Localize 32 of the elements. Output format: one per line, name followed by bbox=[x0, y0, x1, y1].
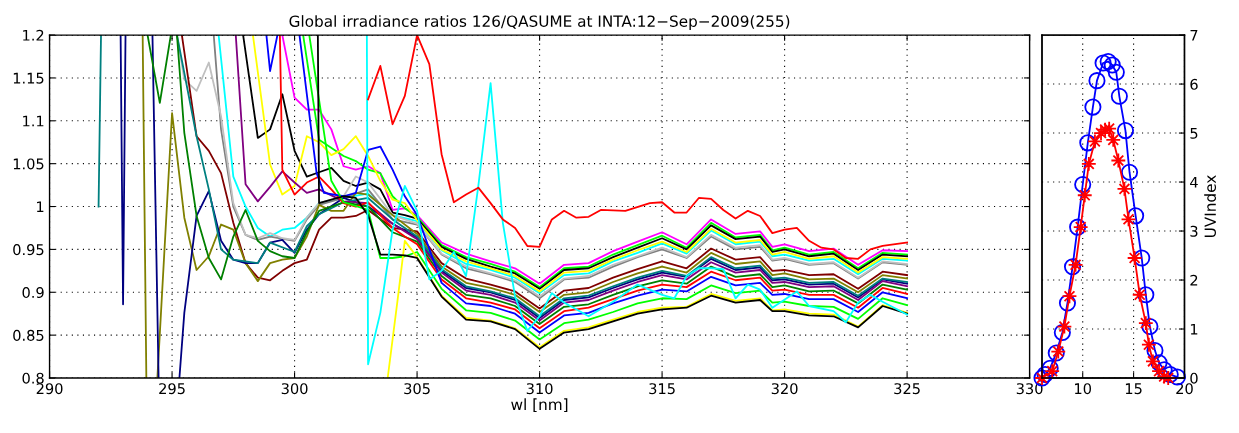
x-tick-label: 310 bbox=[526, 383, 553, 395]
y-tick-label: 0.95 bbox=[13, 244, 44, 256]
x-axis-title: wl [nm] bbox=[511, 398, 568, 412]
y-tick-label: 0.85 bbox=[13, 329, 44, 341]
y-tick-label: 0.8 bbox=[22, 372, 44, 384]
y-tick-label: 1.05 bbox=[13, 158, 44, 170]
y2-tick-label: 4 bbox=[1190, 176, 1198, 188]
y-tick-label: 1 bbox=[37, 201, 44, 213]
x-tick-label: 295 bbox=[159, 383, 185, 395]
y2-tick-label: 0 bbox=[1190, 372, 1198, 384]
x-tick-label: 330 bbox=[1016, 383, 1043, 395]
x-tick-label: 325 bbox=[894, 383, 920, 395]
x-tick-label: 320 bbox=[771, 383, 798, 395]
x-tick-label: 20 bbox=[1176, 383, 1193, 395]
x-tick-label: 10 bbox=[1075, 383, 1092, 395]
y-tick-label: 0.9 bbox=[22, 286, 44, 299]
y-tick-label: 1.15 bbox=[13, 72, 44, 84]
y2-tick-label: 7 bbox=[1190, 29, 1198, 41]
x-tick-label: 300 bbox=[281, 383, 308, 395]
y-tick-label: 1.2 bbox=[23, 29, 44, 41]
y2-axis-title: UVIndex bbox=[1204, 175, 1217, 238]
x-tick-label: 315 bbox=[649, 383, 675, 395]
y-tick-label: 1.1 bbox=[23, 115, 44, 127]
y2-tick-label: 1 bbox=[1190, 323, 1198, 335]
y2-tick-label: 6 bbox=[1190, 78, 1198, 90]
y2-tick-label: 2 bbox=[1190, 274, 1198, 286]
y2-tick-label: 5 bbox=[1190, 127, 1198, 139]
x-tick-label: 290 bbox=[36, 383, 63, 395]
chart-title: Global irradiance ratios 126/QASUME at INTA:12−Sep−2009(255) bbox=[289, 15, 790, 30]
x-tick-label: 305 bbox=[404, 383, 430, 395]
y2-tick-label: 3 bbox=[1190, 225, 1198, 237]
x-tick-label: 15 bbox=[1125, 383, 1142, 395]
